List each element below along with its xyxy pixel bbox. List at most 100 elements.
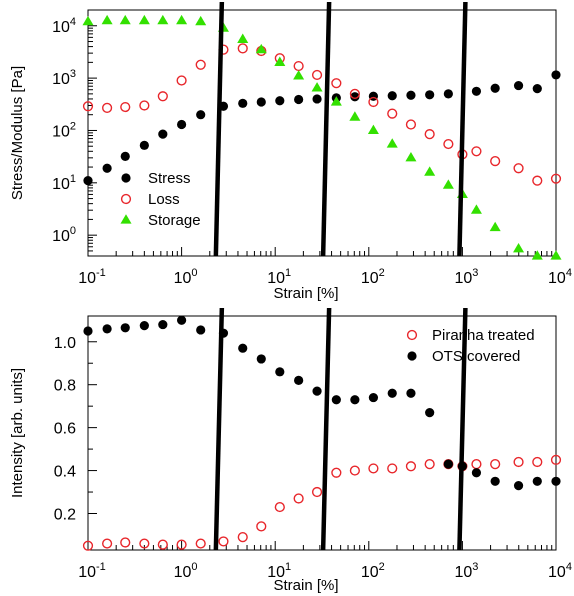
marker-p0-s2-8	[237, 33, 249, 43]
marker-p1-s1-21	[471, 468, 482, 478]
marker-p0-s1-3	[139, 100, 150, 111]
marker-p1-s1-0	[83, 326, 93, 336]
marker-p0-s0-2	[120, 151, 130, 161]
marker-p1-s0-14	[349, 465, 360, 476]
marker-p0-s2-9	[255, 43, 267, 54]
series-loss	[82, 43, 562, 186]
marker-p0-s0-6	[196, 110, 206, 120]
marker-p0-s0-4	[158, 129, 168, 139]
x-tick-label: 101	[267, 267, 291, 287]
marker-p0-s2-17	[405, 152, 417, 162]
marker-p0-s0-21	[490, 83, 500, 93]
marker-p1-s0-13	[331, 467, 342, 478]
marker-p1-s0-1	[102, 538, 113, 549]
marker-p1-s0-15	[368, 463, 379, 474]
marker-p1-s0-3	[139, 538, 150, 549]
marker-p0-s2-2	[119, 14, 131, 25]
marker-p0-s2-6	[195, 15, 207, 26]
marker-p0-s2-19	[442, 179, 454, 189]
y-tick-label: 0.6	[54, 421, 76, 438]
marker-p0-s2-25	[550, 250, 562, 260]
marker-p1-s1-16	[387, 388, 397, 398]
marker-p0-slegend2-0	[120, 214, 132, 224]
marker-p0-s1-17	[405, 119, 417, 130]
marker-p0-s0-3	[139, 140, 149, 150]
marker-p0-s0-0	[83, 176, 93, 186]
marker-p0-s2-23	[513, 242, 525, 253]
y-tick-label: 102	[52, 120, 76, 140]
marker-p0-s1-23	[513, 163, 524, 174]
marker-p0-s1-24	[532, 175, 543, 186]
y-tick-label: 100	[52, 225, 76, 245]
legend-label: Loss	[148, 191, 180, 208]
marker-p1-s1-5	[177, 315, 187, 325]
y-tick-label: 104	[52, 16, 76, 36]
marker-p1-s0-11	[293, 493, 304, 504]
marker-p1-s0-24	[532, 456, 543, 468]
marker-p0-s0-23	[532, 84, 542, 94]
marker-p0-s2-5	[176, 14, 188, 25]
marker-p0-s1-11	[293, 60, 304, 72]
marker-p0-s1-15	[368, 96, 379, 108]
marker-p0-s2-18	[424, 166, 436, 176]
marker-p1-s1-14	[350, 395, 360, 405]
marker-p1-slegend0-0	[406, 329, 418, 341]
marker-p0-s1-2	[120, 101, 131, 113]
marker-p0-s2-13	[330, 96, 342, 106]
marker-p1-s1-8	[238, 343, 248, 353]
legend-label: OTS covered	[432, 348, 520, 365]
y-tick-label: 0.2	[54, 507, 76, 524]
marker-p0-s0-20	[471, 86, 482, 96]
marker-p0-s0-18	[425, 90, 435, 100]
series-stress	[83, 70, 561, 186]
x-tick-label: 104	[548, 561, 572, 581]
marker-p1-s1-17	[406, 388, 416, 398]
marker-p0-s0-24	[551, 70, 561, 80]
x-tick-label: 10-1	[78, 267, 106, 287]
x-tick-label: 103	[454, 561, 478, 581]
marker-p0-s1-16	[387, 108, 398, 119]
marker-p1-s0-9	[256, 521, 267, 532]
marker-p0-s2-12	[311, 82, 323, 92]
marker-p1-s0-0	[82, 540, 94, 551]
legend-2: Piranha treated OTS covered	[406, 327, 535, 365]
marker-p0-s2-21	[470, 204, 482, 214]
vertical-line-1	[213, 307, 225, 551]
y-tick-label: 101	[52, 173, 76, 193]
x-tick-label: 104	[548, 267, 572, 287]
y-tick-label: 103	[52, 68, 76, 88]
marker-p0-s1-14	[349, 88, 360, 99]
marker-p1-s0-10	[274, 501, 285, 513]
marker-p0-slegend0-0	[121, 173, 131, 183]
marker-p0-s1-25	[550, 173, 562, 184]
marker-p0-s1-12	[311, 69, 323, 81]
marker-p1-s0-21	[471, 459, 482, 470]
marker-p0-slegend1-0	[120, 193, 132, 205]
marker-p0-s0-17	[406, 90, 416, 100]
marker-p1-s1-25	[551, 476, 561, 486]
marker-p0-s1-19	[443, 138, 454, 150]
marker-p1-s1-3	[139, 321, 149, 331]
marker-p1-s0-17	[405, 461, 417, 472]
marker-p0-s0-22	[513, 80, 524, 91]
marker-p1-s1-2	[120, 323, 130, 333]
marker-p0-s0-5	[177, 119, 187, 130]
legend-label: Storage	[148, 212, 201, 229]
chart-panel-1: 10-1 100 101 102 103 104 100 101 102 103 104 Strain…	[9, 1, 572, 302]
marker-p1-s1-22	[490, 476, 500, 486]
marker-p0-s2-11	[293, 70, 305, 80]
marker-p1-s1-12	[312, 386, 322, 396]
marker-p0-s0-1	[102, 163, 112, 173]
marker-p1-s1-6	[196, 325, 206, 335]
marker-p1-s0-12	[311, 486, 323, 498]
marker-p0-s1-8	[237, 43, 248, 54]
series-ots-covered	[83, 315, 561, 491]
legend-label: Piranha treated	[432, 327, 535, 344]
marker-p1-s0-5	[176, 539, 187, 550]
legend-1: Stress Loss Storage	[120, 170, 201, 229]
chart-panel-2: 10-1 100 101 102 103 104 0.2 0.4 0.6 0.8 1.0 Strain…	[9, 307, 572, 594]
x-axis-title: Strain [%]	[273, 577, 338, 594]
marker-p1-s0-7	[218, 536, 229, 547]
marker-p0-s1-5	[176, 75, 187, 86]
